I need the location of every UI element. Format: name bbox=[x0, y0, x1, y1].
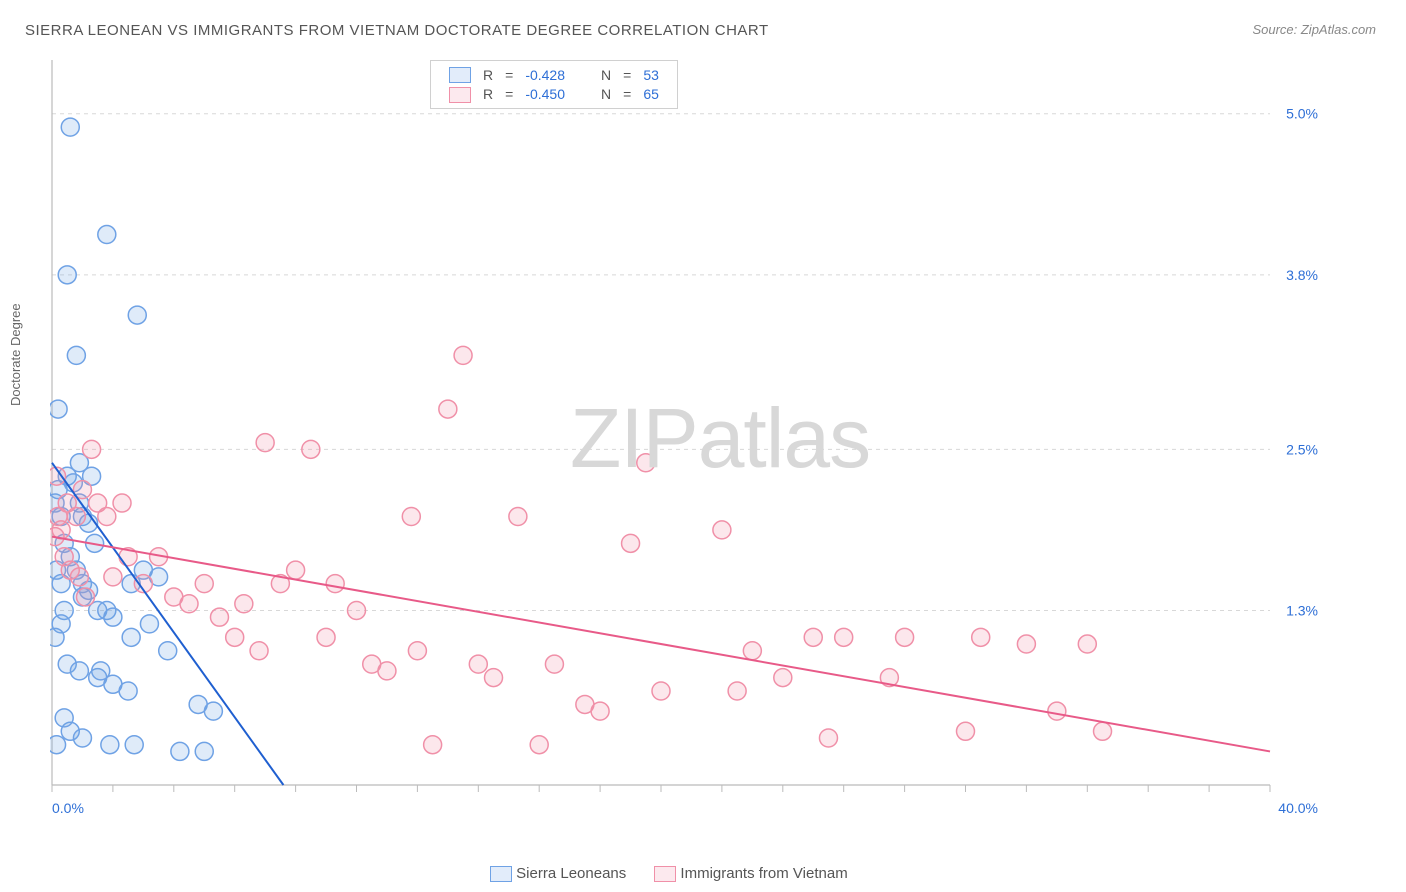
data-point bbox=[73, 729, 91, 747]
legend-item: Sierra Leoneans bbox=[490, 865, 626, 882]
data-point bbox=[104, 608, 122, 626]
legend-swatch bbox=[449, 67, 471, 83]
data-point bbox=[439, 400, 457, 418]
svg-text:5.0%: 5.0% bbox=[1286, 106, 1318, 122]
data-point bbox=[226, 628, 244, 646]
data-point bbox=[1017, 635, 1035, 653]
data-point bbox=[819, 729, 837, 747]
data-point bbox=[204, 702, 222, 720]
data-point bbox=[256, 434, 274, 452]
data-point bbox=[122, 628, 140, 646]
svg-text:40.0%: 40.0% bbox=[1278, 800, 1318, 816]
legend-label: Immigrants from Vietnam bbox=[680, 865, 847, 882]
data-point bbox=[652, 682, 670, 700]
data-point bbox=[348, 601, 366, 619]
data-point bbox=[104, 568, 122, 586]
data-point bbox=[302, 440, 320, 458]
data-point bbox=[804, 628, 822, 646]
data-point bbox=[128, 306, 146, 324]
correlation-legend: R=-0.428N=53R=-0.450N=65 bbox=[430, 60, 678, 109]
data-point bbox=[67, 346, 85, 364]
data-point bbox=[195, 742, 213, 760]
data-point bbox=[326, 575, 344, 593]
data-point bbox=[713, 521, 731, 539]
data-point bbox=[545, 655, 563, 673]
data-point bbox=[171, 742, 189, 760]
data-point bbox=[159, 642, 177, 660]
data-point bbox=[195, 575, 213, 593]
svg-text:1.3%: 1.3% bbox=[1286, 602, 1318, 618]
data-point bbox=[98, 226, 116, 244]
data-point bbox=[119, 682, 137, 700]
data-point bbox=[70, 662, 88, 680]
data-point bbox=[957, 722, 975, 740]
data-point bbox=[235, 595, 253, 613]
data-point bbox=[728, 682, 746, 700]
data-point bbox=[317, 628, 335, 646]
y-axis-label: Doctorate Degree bbox=[8, 303, 23, 406]
data-point bbox=[287, 561, 305, 579]
legend-row: R=-0.428N=53 bbox=[443, 65, 665, 84]
series-legend: Sierra Leoneans Immigrants from Vietnam bbox=[490, 865, 876, 882]
data-point bbox=[454, 346, 472, 364]
data-point bbox=[622, 534, 640, 552]
data-point bbox=[140, 615, 158, 633]
data-point bbox=[55, 709, 73, 727]
data-point bbox=[50, 628, 64, 646]
data-point bbox=[83, 440, 101, 458]
legend-row: R=-0.450N=65 bbox=[443, 84, 665, 103]
data-point bbox=[1094, 722, 1112, 740]
svg-text:0.0%: 0.0% bbox=[52, 800, 84, 816]
data-point bbox=[530, 736, 548, 754]
data-point bbox=[113, 494, 131, 512]
data-point bbox=[61, 118, 79, 136]
data-point bbox=[896, 628, 914, 646]
data-point bbox=[76, 588, 94, 606]
data-point bbox=[972, 628, 990, 646]
data-point bbox=[210, 608, 228, 626]
data-point bbox=[408, 642, 426, 660]
data-point bbox=[469, 655, 487, 673]
svg-text:3.8%: 3.8% bbox=[1286, 267, 1318, 283]
data-point bbox=[50, 736, 66, 754]
legend-swatch bbox=[449, 87, 471, 103]
data-point bbox=[835, 628, 853, 646]
data-point bbox=[485, 669, 503, 687]
data-point bbox=[378, 662, 396, 680]
data-point bbox=[50, 400, 67, 418]
data-point bbox=[101, 736, 119, 754]
data-point bbox=[591, 702, 609, 720]
data-point bbox=[774, 669, 792, 687]
data-point bbox=[250, 642, 268, 660]
data-point bbox=[1048, 702, 1066, 720]
data-point bbox=[125, 736, 143, 754]
legend-swatch bbox=[490, 866, 512, 882]
data-point bbox=[70, 568, 88, 586]
scatter-chart: 1.3% 2.5% 3.8% 5.0% 0.0% 40.0% bbox=[50, 55, 1350, 825]
data-point bbox=[98, 507, 116, 525]
legend-swatch bbox=[654, 866, 676, 882]
svg-text:2.5%: 2.5% bbox=[1286, 441, 1318, 457]
data-point bbox=[424, 736, 442, 754]
legend-label: Sierra Leoneans bbox=[516, 865, 626, 882]
data-point bbox=[743, 642, 761, 660]
data-point bbox=[67, 507, 85, 525]
data-point bbox=[637, 454, 655, 472]
chart-title: SIERRA LEONEAN VS IMMIGRANTS FROM VIETNA… bbox=[25, 22, 769, 39]
data-point bbox=[58, 266, 76, 284]
data-point bbox=[1078, 635, 1096, 653]
data-point bbox=[180, 595, 198, 613]
data-point bbox=[509, 507, 527, 525]
legend-item: Immigrants from Vietnam bbox=[654, 865, 847, 882]
data-point bbox=[402, 507, 420, 525]
source-attribution: Source: ZipAtlas.com bbox=[1252, 22, 1376, 37]
